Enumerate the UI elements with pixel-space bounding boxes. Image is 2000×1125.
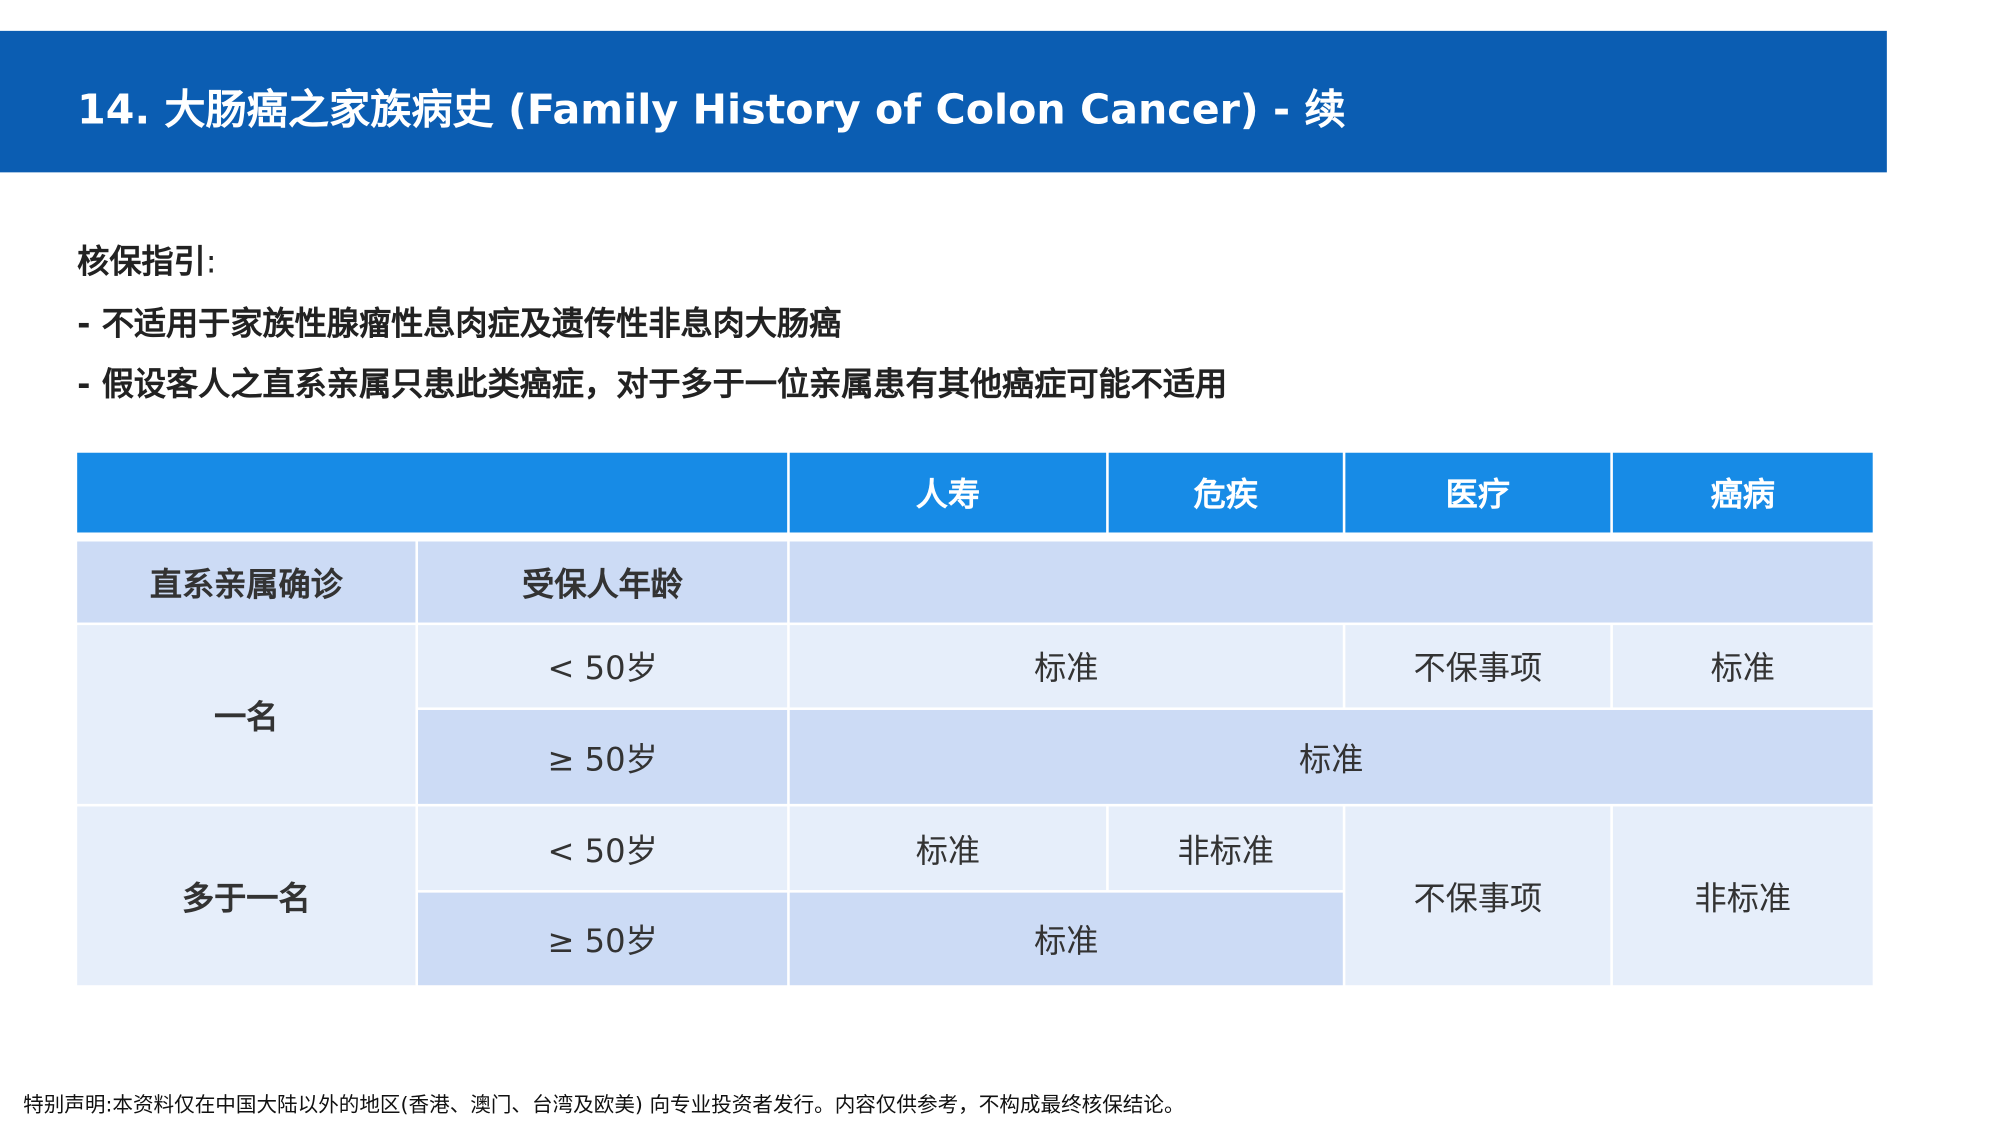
separator: :: [205, 243, 217, 281]
cell: 不保事项: [1345, 625, 1611, 708]
footer: 特别声明:本资料仅在中国大陆以外的地区(香港、澳门、台湾及欧美) 向专业投资者发…: [23, 1091, 1185, 1117]
age-cell: ≥ 50岁: [418, 892, 788, 986]
cell: 标准: [789, 625, 1343, 708]
subheader-cell: [789, 541, 1873, 623]
subheader-cell: 直系亲属确诊: [77, 541, 416, 623]
cell: 不保事项: [1345, 806, 1611, 986]
header-cell: [77, 452, 788, 533]
header-cell: 人寿: [789, 452, 1107, 533]
guidance-heading: 核保指引:: [77, 237, 216, 283]
guidance-item: - 假设客人之直系亲属只患此类癌症，对于多于一位亲属患有其他癌症可能不适用: [77, 365, 1228, 403]
age-cell: < 50岁: [418, 625, 788, 708]
guidance-item: - 不适用于家族性腺瘤性息肉症及遗传性非息肉大肠癌: [77, 304, 842, 343]
header-cell: 医疗: [1345, 452, 1611, 533]
header-cell: 癌病: [1612, 452, 1873, 533]
group-label: 一名: [77, 625, 416, 804]
cell: 非标准: [1612, 806, 1873, 986]
cell: 标准: [789, 709, 1873, 804]
cell: 标准: [789, 892, 1343, 986]
header-bar: [0, 30, 1887, 173]
age-cell: ≥ 50岁: [418, 709, 788, 804]
age-cell: < 50岁: [418, 806, 788, 891]
cell: 标准: [789, 806, 1107, 891]
subheader-cell: 受保人年龄: [418, 541, 788, 623]
header-cell: 危疾: [1108, 452, 1343, 533]
cell: 非标准: [1108, 806, 1343, 891]
cell: 标准: [1612, 625, 1873, 708]
group-label: 多于一名: [77, 806, 416, 986]
heading: 核保指引: [77, 243, 206, 281]
title: 14. 大肠癌之家族病史 (Family History of Colon Ca…: [77, 84, 1346, 134]
